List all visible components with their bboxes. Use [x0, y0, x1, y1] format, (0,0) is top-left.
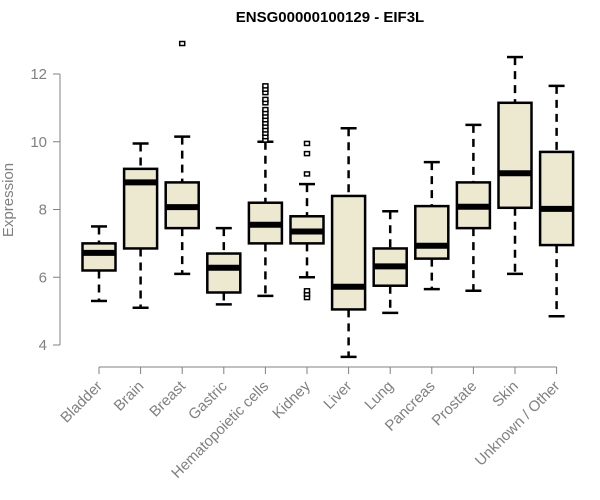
iqr-box — [538, 150, 575, 247]
boxes — [81, 40, 575, 359]
outlier-point — [262, 83, 269, 89]
y-tick-label: 6 — [39, 269, 47, 286]
outlier-point — [303, 171, 311, 177]
chart-title: ENSG00000100129 - EIF3L — [236, 9, 424, 26]
y-tick-label: 8 — [39, 202, 47, 219]
box-kidney — [289, 140, 325, 301]
box-prostate — [455, 123, 492, 293]
iqr-box — [414, 204, 450, 260]
x-tick-label: Kidney — [269, 377, 314, 422]
box-liver — [330, 126, 367, 359]
x-tick-label: Prostate — [429, 378, 481, 430]
box-lung — [372, 209, 408, 315]
outlier-point — [303, 140, 311, 147]
x-tick-label: Skin — [489, 378, 522, 411]
outlier-point — [178, 40, 186, 47]
x-tick-label: Brain — [111, 378, 148, 415]
outlier-point — [303, 150, 311, 157]
y-tick-label: 4 — [39, 337, 47, 354]
box-brain — [122, 142, 159, 309]
iqr-box — [330, 194, 367, 311]
y-tick-label: 12 — [30, 66, 47, 83]
box-bladder — [81, 225, 117, 303]
box-skin — [497, 55, 533, 276]
y-axis-label: Expression — [0, 163, 17, 237]
iqr-box — [81, 242, 117, 272]
x-tick-label: Bladder — [57, 378, 106, 427]
box-pancreas — [414, 160, 450, 291]
box-breast — [164, 40, 200, 276]
y-tick-label: 10 — [30, 134, 47, 151]
outlier-point — [262, 106, 269, 113]
outlier-point — [303, 288, 311, 294]
box-unknown-other — [538, 84, 575, 318]
box-gastric — [206, 226, 242, 306]
outlier-point — [262, 96, 269, 103]
y-axis: 4 6 8 10 12 — [30, 66, 61, 354]
box-hematopoietic-cells — [247, 83, 284, 298]
x-tick-label: Breast — [146, 377, 189, 420]
x-tick-label: Liver — [320, 378, 355, 413]
iqr-box — [206, 252, 242, 294]
x-tick-label: Lung — [361, 378, 397, 414]
iqr-box — [497, 101, 533, 210]
